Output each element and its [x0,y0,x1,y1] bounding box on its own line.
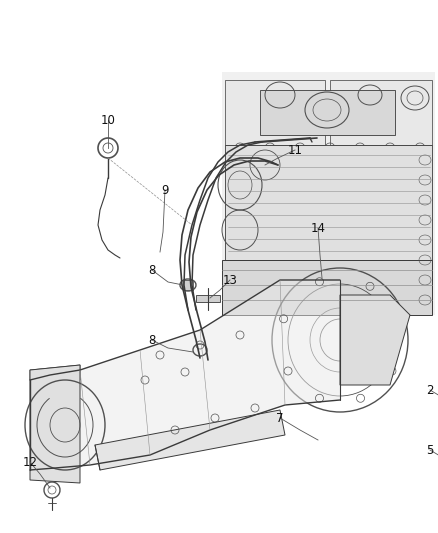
Polygon shape [30,365,80,380]
Polygon shape [30,365,80,483]
Text: 13: 13 [223,273,237,287]
Polygon shape [222,72,435,315]
Text: 11: 11 [287,143,303,157]
Text: 12: 12 [22,456,38,469]
Polygon shape [330,80,432,145]
Polygon shape [260,90,395,135]
Polygon shape [225,145,432,260]
Polygon shape [183,280,193,290]
Text: 10: 10 [101,114,116,126]
Text: 2: 2 [426,384,434,397]
Text: 5: 5 [426,443,434,456]
Text: 7: 7 [276,411,284,424]
Text: 9: 9 [161,183,169,197]
Polygon shape [222,260,432,315]
Text: 14: 14 [311,222,325,235]
Polygon shape [340,295,410,385]
Polygon shape [225,80,325,145]
Text: 8: 8 [148,263,155,277]
Polygon shape [95,410,285,470]
Polygon shape [30,280,340,470]
Polygon shape [196,295,220,302]
Text: 8: 8 [148,334,155,346]
